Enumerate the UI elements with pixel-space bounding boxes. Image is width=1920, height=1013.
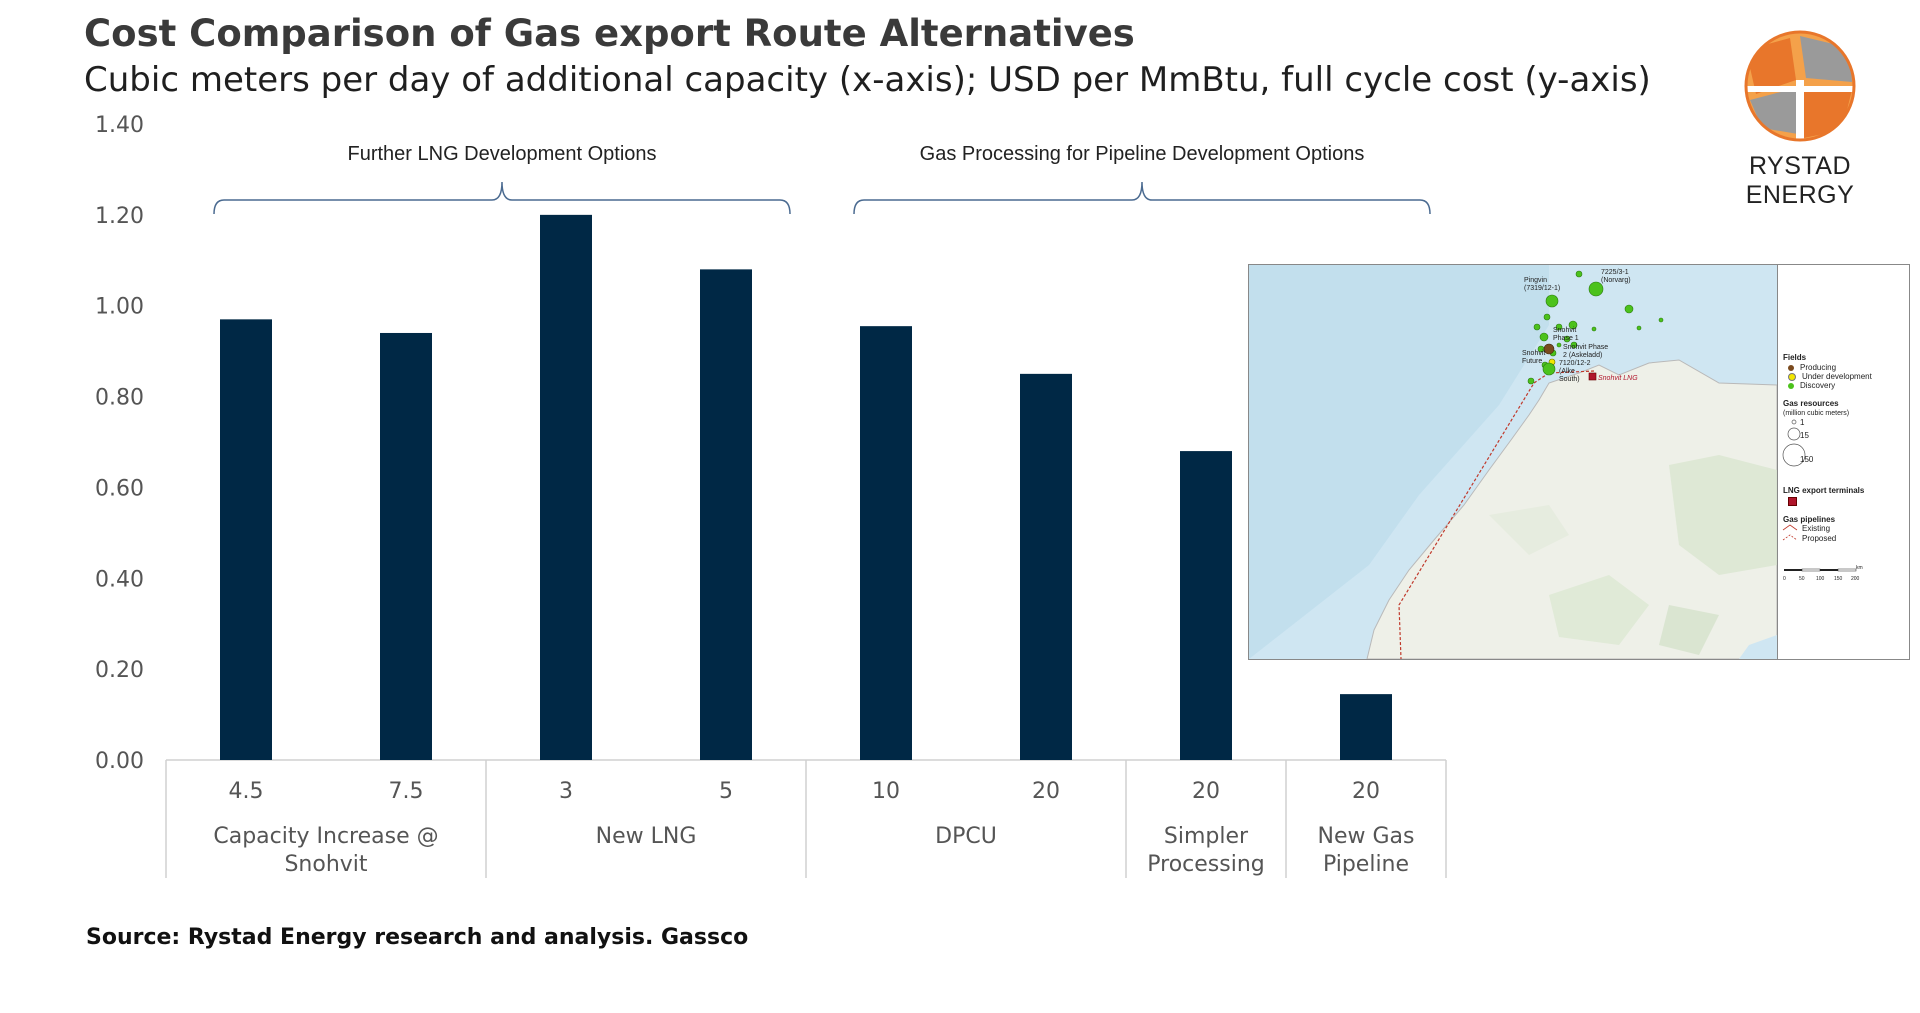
field-label: 7120/12-2 (Alke South)	[1559, 360, 1591, 383]
map-canvas: Pingvin (7319/12-1) 7225/3-1 (Norvarg) Sno…	[1249, 265, 1778, 659]
legend-resources-title: Gas resources	[1783, 399, 1839, 408]
bar	[860, 326, 912, 760]
x-tick-label: 5	[719, 779, 733, 804]
bar	[1180, 451, 1232, 760]
source-note: Source: Rystad Energy research and analy…	[86, 925, 749, 950]
field-label: Snohvit Future	[1522, 350, 1545, 365]
scale-tick: 150	[1834, 576, 1843, 582]
chart-title: Cost Comparison of Gas export Route Alte…	[84, 12, 1135, 55]
globe-icon	[1744, 30, 1856, 142]
y-tick-label: 0.00	[95, 749, 144, 774]
terminal-label: Snohvit LNG	[1598, 375, 1638, 382]
discovery-dot-icon	[1788, 382, 1794, 389]
bar	[1020, 373, 1072, 760]
annotation-brace	[213, 181, 791, 215]
chart-subtitle: Cubic meters per day of additional capac…	[84, 60, 1651, 100]
scale-bar	[1784, 568, 1857, 572]
category-group-label: New LNG	[596, 824, 697, 849]
under-development-dot-icon	[1788, 372, 1796, 381]
legend-pipelines-title: Gas pipelines	[1783, 515, 1836, 524]
scale-unit: km	[1856, 565, 1863, 571]
legend-item: Proposed	[1802, 534, 1837, 543]
logo-text: RYSTAD ENERGY	[1745, 152, 1855, 209]
x-tick-label: 3	[559, 779, 573, 804]
category-group-label: New Gas	[1318, 824, 1415, 849]
legend-item: Discovery	[1800, 381, 1836, 390]
bar	[220, 319, 272, 760]
field-label: Pingvin (7319/12-1)	[1524, 277, 1560, 292]
x-tick-label: 7.5	[389, 779, 424, 804]
y-tick-label: 0.20	[95, 658, 144, 683]
producing-dot-icon	[1788, 364, 1794, 371]
scale-tick: 50	[1799, 576, 1805, 582]
x-tick-label: 20	[1352, 779, 1380, 804]
legend-item: 15	[1800, 431, 1809, 440]
resource-size-circles-icon	[1782, 419, 1806, 467]
annotation-label: Gas Processing for Pipeline Development …	[920, 143, 1365, 165]
x-tick-label: 20	[1192, 779, 1220, 804]
map-inset: Pingvin (7319/12-1) 7225/3-1 (Norvarg) Sno…	[1248, 264, 1910, 660]
y-tick-label: 1.20	[95, 204, 144, 229]
legend-item: Under development	[1802, 372, 1872, 381]
legend-item: 150	[1800, 455, 1814, 464]
bar	[700, 269, 752, 760]
category-group-label: Capacity Increase @	[213, 824, 438, 849]
map-legend: Fields Producing Under development Disco…	[1777, 265, 1909, 659]
annotation-brace	[853, 181, 1431, 215]
x-tick-label: 4.5	[229, 779, 264, 804]
field-label: 7225/3-1 (Norvarg)	[1601, 269, 1631, 284]
y-tick-label: 0.80	[95, 386, 144, 411]
x-tick-label: 10	[872, 779, 900, 804]
bar	[540, 214, 592, 760]
scale-tick: 100	[1816, 576, 1825, 582]
bar	[380, 332, 432, 760]
field-label: Snohvit Phase 2 (Askeladd)	[1563, 344, 1608, 359]
category-group-label: Pipeline	[1323, 852, 1409, 877]
y-tick-label: 0.40	[95, 567, 144, 592]
scale-tick: 200	[1851, 576, 1860, 582]
legend-item: Existing	[1802, 524, 1831, 533]
legend-terminals-title: LNG export terminals	[1783, 486, 1865, 495]
lng-terminal-marker	[1588, 372, 1597, 381]
y-tick-label: 1.40	[95, 113, 144, 138]
lng-terminal-icon	[1788, 497, 1797, 506]
category-group-label: Processing	[1147, 852, 1264, 877]
legend-fields-title: Fields	[1783, 353, 1807, 362]
legend-resources-subtitle: (million cubic meters)	[1783, 410, 1850, 417]
x-tick-label: 20	[1032, 779, 1060, 804]
pipeline-lines-icon	[1782, 524, 1798, 541]
proposed-pipeline-line	[1398, 370, 1595, 659]
annotation-label: Further LNG Development Options	[347, 143, 656, 165]
y-tick-label: 0.60	[95, 476, 144, 501]
y-tick-label: 1.00	[95, 295, 144, 320]
field-markers	[1527, 270, 1664, 385]
category-group-label: DPCU	[935, 824, 997, 849]
bar-chart: 0.00 0.20 0.40 0.60 0.80 1.00 1.20 1.40 4.5 7.5 3 5…	[95, 113, 1447, 878]
legend-item: Producing	[1800, 363, 1837, 372]
field-label: Snohvit Phase 1	[1553, 327, 1579, 342]
category-group-label: Simpler	[1164, 824, 1249, 849]
scale-tick: 0	[1783, 576, 1786, 582]
bar	[1340, 694, 1392, 760]
legend-item: 1	[1800, 418, 1805, 427]
category-group-label: Snohvit	[284, 852, 367, 877]
